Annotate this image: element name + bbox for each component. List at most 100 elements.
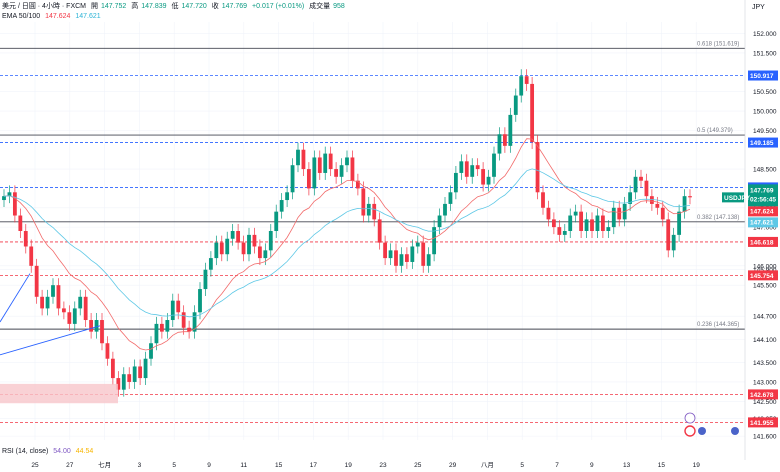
rsi-legend: RSI (14, close) 54.00 44.54 <box>2 447 96 456</box>
candle-body <box>388 250 393 259</box>
price-badge[interactable] <box>748 270 778 281</box>
ema-badge[interactable] <box>748 206 778 217</box>
y-tick-label: 143.000 <box>753 379 777 386</box>
ema50-value: 147.624 <box>45 13 71 20</box>
candle-body <box>236 231 241 243</box>
candle-body <box>61 308 66 313</box>
price-badge-label: 146.618 <box>750 240 774 247</box>
x-tick-label: 19 <box>693 462 701 469</box>
us-flag-icon[interactable] <box>731 427 739 435</box>
price-badge[interactable] <box>748 137 778 148</box>
candle-body <box>154 323 159 344</box>
trend-line-lower[interactable] <box>0 325 101 356</box>
candle-body <box>230 231 235 239</box>
candle-body <box>29 246 34 266</box>
fib-label: 0.236 (144.365) <box>697 322 739 328</box>
candle-body <box>89 320 94 332</box>
candle-body <box>649 196 654 204</box>
candle-body <box>56 285 61 309</box>
support-zone[interactable] <box>0 383 118 404</box>
candle-body <box>372 203 377 220</box>
candle-body <box>40 296 45 309</box>
candle-body <box>677 211 682 235</box>
candle-body <box>377 219 382 243</box>
candle-body <box>301 149 306 170</box>
candle-body <box>2 196 6 201</box>
candle-body <box>83 296 88 321</box>
ema-label: EMA 50/100 <box>2 13 41 20</box>
candle-body <box>383 242 388 259</box>
x-tick-label: 3 <box>138 462 142 469</box>
x-tick-label: 23 <box>379 462 387 469</box>
candle-body <box>214 242 219 259</box>
price-lines <box>0 75 745 423</box>
event-markers[interactable] <box>684 412 739 437</box>
y-tick-label: 148.500 <box>753 167 777 174</box>
price-badge[interactable] <box>748 236 778 247</box>
y-tick-label: 144.100 <box>753 337 777 344</box>
candle-body <box>268 231 273 251</box>
candle-body <box>475 165 480 170</box>
symbol-badge[interactable] <box>722 192 744 203</box>
candle-body <box>159 323 164 332</box>
candle-body <box>290 165 295 193</box>
open-value: 147.752 <box>100 3 127 10</box>
y-tick-label: 149.500 <box>753 128 777 135</box>
candle-body <box>355 180 360 189</box>
high-value: 147.839 <box>141 3 167 10</box>
event-icon[interactable] <box>684 425 696 437</box>
y-tick-label: 147.000 <box>753 225 777 232</box>
ema-badge[interactable] <box>748 217 778 228</box>
candle-body <box>573 211 578 216</box>
current-price-badge[interactable] <box>748 184 778 207</box>
candle-body <box>274 211 279 231</box>
price-badge-label: 149.185 <box>750 140 774 147</box>
candle-body <box>551 219 556 228</box>
candle-body <box>296 149 300 166</box>
candle-body <box>524 76 529 84</box>
candle-body <box>508 114 513 146</box>
candle-body <box>432 227 437 255</box>
close-label: 收 <box>211 3 219 10</box>
x-tick-label: 9 <box>590 462 594 469</box>
candle-body <box>600 215 605 231</box>
chart-grid <box>0 22 745 440</box>
ema-legend: EMA 50/100 147.624 147.621 <box>2 12 104 21</box>
time-axis[interactable]: 25 27 七月 3 5 9 11 15 17 19 23 25 29 八月 5 7 9 13 15 19 <box>31 460 700 469</box>
price-badge[interactable] <box>748 70 778 81</box>
candle-body <box>219 242 224 255</box>
volume-label: 成交量 <box>309 3 331 10</box>
candle-body <box>328 153 333 170</box>
candle-body <box>252 234 257 247</box>
candle-body <box>198 289 202 313</box>
candle-body <box>655 203 660 208</box>
trend-lines[interactable] <box>0 273 118 404</box>
x-tick-label: 7 <box>555 462 559 469</box>
candle-body <box>492 153 496 177</box>
current-price-label: 147.769 <box>750 187 774 194</box>
countdown-label: 02:56:45 <box>750 196 776 203</box>
candle-body <box>568 215 573 231</box>
us-flag-icon[interactable] <box>698 427 706 435</box>
candle-body <box>666 219 671 251</box>
candle-body <box>535 141 540 193</box>
ema-badge-label: 147.621 <box>750 219 774 226</box>
candle-body <box>345 157 349 166</box>
lightning-icon[interactable] <box>684 412 696 424</box>
price-badge[interactable] <box>748 389 778 400</box>
y-tick-label: 146.000 <box>753 263 777 270</box>
candle-body <box>7 192 12 197</box>
y-tick-label: 150.500 <box>753 89 777 96</box>
candle-body <box>448 192 453 204</box>
price-badge[interactable] <box>748 417 778 428</box>
candle-body <box>404 254 409 262</box>
x-tick-label: 25 <box>31 462 39 469</box>
price-axis[interactable]: 152.000 151.500 150.500 150.000 149.500 148.5… <box>722 0 778 460</box>
trend-line-upper[interactable] <box>0 273 31 323</box>
candle-body <box>208 258 213 270</box>
candle-body <box>633 176 638 193</box>
candle-body <box>688 196 692 198</box>
ema100-value: 147.621 <box>75 13 101 20</box>
close-value: 147.769 <box>221 3 248 10</box>
